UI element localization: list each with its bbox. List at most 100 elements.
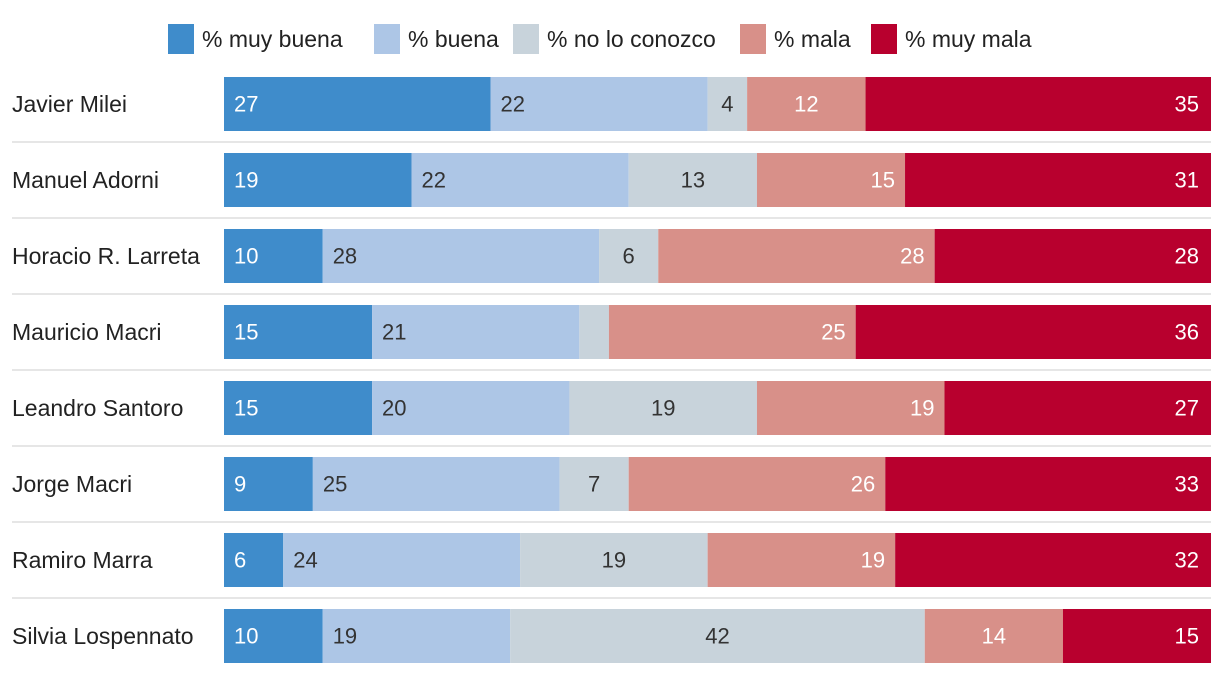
legend-label: % buena [408,25,499,52]
legend-item: % no lo conozco [513,24,716,54]
legend-label: % muy buena [202,25,343,52]
data-label: 21 [382,320,406,345]
data-label: 6 [234,548,246,573]
bar-segment [628,153,757,207]
bar-segment [569,381,757,435]
bar-segment [224,533,284,587]
data-label: 28 [1175,244,1199,269]
legend: % muy buena % buena % no lo conozco % mala%… [0,18,1220,58]
data-label: 25 [323,472,347,497]
legend-item: % muy buena [168,24,343,54]
bar-segment [707,533,896,587]
category-label: Manuel Adorni [12,167,159,193]
data-label: 24 [293,548,317,573]
bar-segment [312,457,560,511]
category-label: Javier Milei [12,91,127,117]
data-label: 19 [651,396,675,421]
bar-segment [322,229,600,283]
data-label: 25 [821,320,845,345]
bar-segment [510,609,925,663]
legend-swatch [740,24,766,54]
bar-segment [579,305,609,359]
legend-swatch [168,24,194,54]
data-label: 19 [910,396,934,421]
data-label: 14 [982,624,1006,649]
data-label: 19 [333,624,357,649]
bar-segment [224,77,491,131]
legend-item: % mala [740,24,851,54]
data-label: 12 [794,92,818,117]
data-label: 27 [1175,396,1199,421]
data-label: 19 [602,548,626,573]
bar-segment [224,609,323,663]
bar-segment [224,381,373,435]
bar-segment [944,381,1211,435]
bar-segment [924,609,1063,663]
data-label: 35 [1175,92,1199,117]
data-label: 36 [1175,320,1199,345]
bar-segment [224,153,412,207]
legend-item: % buena [374,24,499,54]
bar-segment [322,609,511,663]
data-label: 22 [422,168,446,193]
bar-segment [224,229,323,283]
bar-segment [895,533,1211,587]
data-label: 10 [234,244,258,269]
bar-segment [658,229,935,283]
bar-segment [224,305,373,359]
bar-segment [599,229,659,283]
bar-segment [885,457,1211,511]
category-label: Ramiro Marra [12,547,153,573]
bar-segment [855,305,1211,359]
bar-segment [1062,609,1211,663]
data-label: 6 [623,244,635,269]
bar-segment [520,533,708,587]
bar-segment [411,153,629,207]
data-label: 22 [500,92,524,117]
bar-segment [628,457,886,511]
data-label: 7 [588,472,600,497]
category-label: Mauricio Macri [12,319,162,345]
data-label: 19 [861,548,885,573]
bar-segment [490,77,708,131]
data-label: 20 [382,396,406,421]
data-label: 15 [234,320,258,345]
bar-segment [756,381,945,435]
data-label: 4 [721,92,733,117]
data-label: 32 [1175,548,1199,573]
data-label: 26 [851,472,875,497]
category-label: Silvia Lospennato [12,623,194,649]
data-label: 33 [1175,472,1199,497]
legend-swatch [374,24,400,54]
data-label: 15 [1175,624,1199,649]
data-label: 15 [871,168,895,193]
bar-segment [865,77,1211,131]
legend-item: % muy mala [871,24,1032,54]
category-label: Horacio R. Larreta [12,243,200,269]
data-label: 28 [333,244,357,269]
data-label: 28 [900,244,924,269]
category-label: Leandro Santoro [12,395,183,421]
legend-label: % muy mala [905,25,1032,52]
bar-segment [747,77,866,131]
data-label: 15 [234,396,258,421]
bar-segment [283,533,521,587]
data-label: 10 [234,624,258,649]
data-label: 19 [234,168,258,193]
data-label: 31 [1175,168,1199,193]
data-label: 42 [705,624,729,649]
data-label: 27 [234,92,258,117]
bar-segment [224,457,313,511]
bar-segment [934,229,1211,283]
legend-label: % no lo conozco [547,25,716,52]
bar-segment [707,77,748,131]
bar-segment [559,457,629,511]
legend-swatch [513,24,539,54]
category-label: Jorge Macri [12,471,132,497]
bar-segment [905,153,1211,207]
bar-segment [372,381,570,435]
legend-label: % mala [774,25,851,52]
data-label: 9 [234,472,246,497]
bar-segment [756,153,906,207]
